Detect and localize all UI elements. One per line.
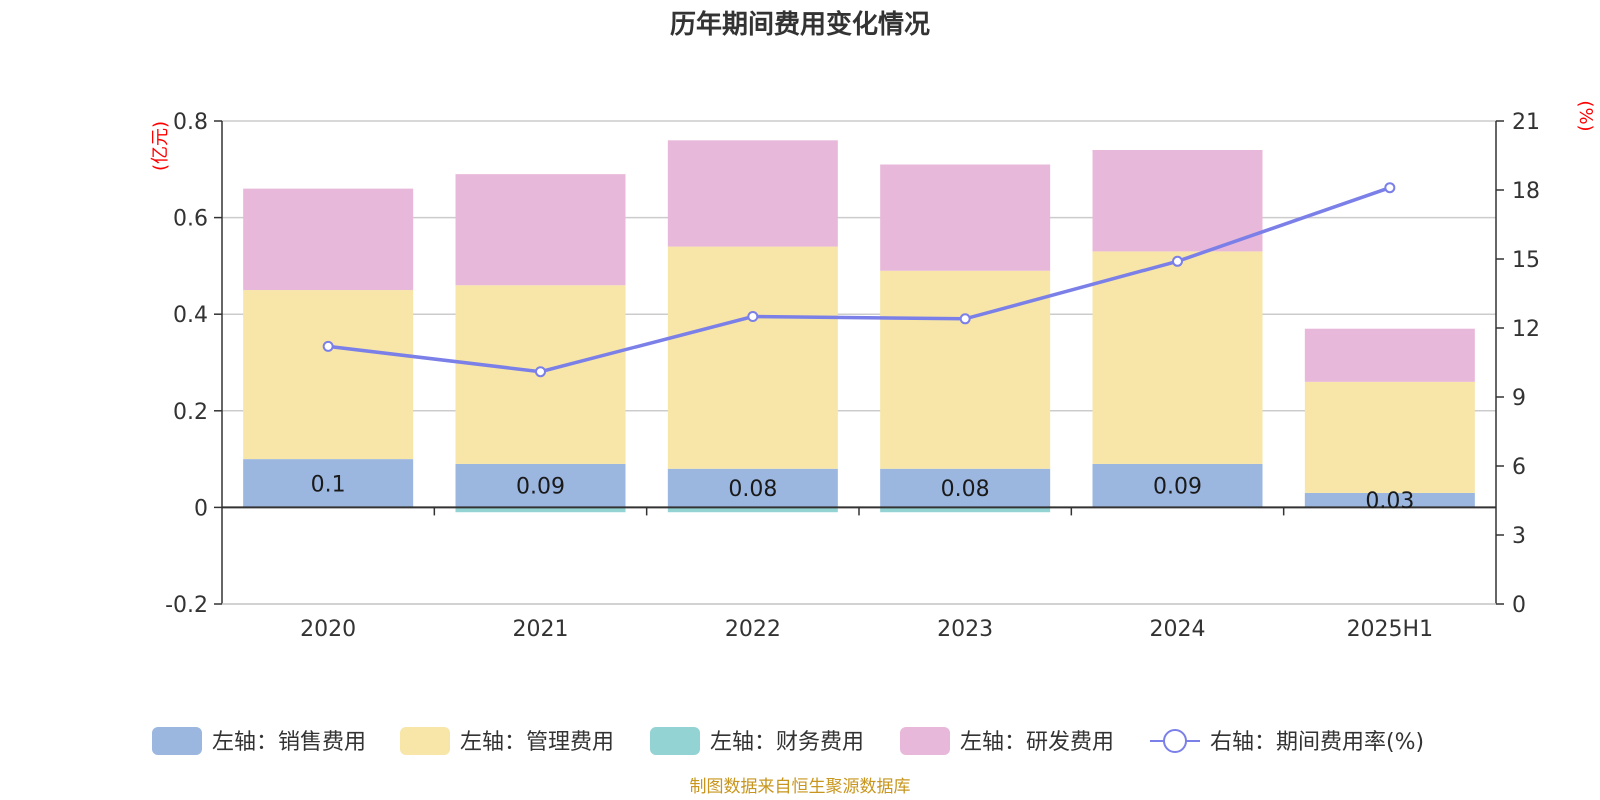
bar-segment bbox=[1092, 149, 1263, 252]
legend-label: 右轴：期间费用率(%) bbox=[1210, 730, 1424, 755]
bar-segment bbox=[1304, 381, 1475, 493]
x-axis-label: 2022 bbox=[725, 617, 781, 642]
right-axis-tick-label: 0 bbox=[1512, 593, 1526, 618]
rate-line-path bbox=[327, 186, 1391, 374]
rate-line-point bbox=[1384, 182, 1396, 194]
data-label: 0.03 bbox=[1365, 489, 1414, 514]
legend-label: 左轴：销售费用 bbox=[212, 730, 366, 755]
left-axis-tick-label: 0.8 bbox=[173, 110, 208, 135]
right-axis-unit: (%) bbox=[1575, 100, 1596, 131]
legend-circle-icon bbox=[1163, 729, 1187, 753]
legend-label: 左轴：财务费用 bbox=[710, 730, 864, 755]
bar-segment bbox=[667, 246, 838, 469]
right-axis-tick-label: 18 bbox=[1512, 179, 1540, 204]
bar-segment bbox=[880, 270, 1051, 469]
legend-item[interactable]: 左轴：研发费用 bbox=[900, 727, 1114, 755]
right-axis-tick-label: 21 bbox=[1512, 110, 1540, 135]
bar-segment bbox=[455, 174, 626, 286]
x-axis-label: 2021 bbox=[513, 617, 569, 642]
bar-segment bbox=[880, 164, 1051, 271]
rate-line-point bbox=[1172, 255, 1183, 267]
axes: -0.2 0 0.2 0.4 0.6 0.8 0 3 6 9 12 15 18 21 2020 2021 202… bbox=[165, 110, 1540, 642]
bar-segment bbox=[1304, 328, 1475, 382]
legend-label: 左轴：研发费用 bbox=[960, 730, 1114, 755]
rate-line bbox=[322, 182, 1396, 378]
bar-segment bbox=[667, 468, 838, 508]
legend-label: 左轴：管理费用 bbox=[460, 730, 614, 755]
left-axis-tick-label: 0.4 bbox=[173, 303, 208, 328]
legend-item[interactable]: 左轴：销售费用 bbox=[152, 727, 366, 755]
x-axis-label: 2025H1 bbox=[1347, 617, 1434, 642]
left-axis-tick-label: -0.2 bbox=[165, 593, 208, 618]
right-axis-tick-label: 3 bbox=[1512, 524, 1526, 549]
bar-segment bbox=[1304, 492, 1475, 508]
bar-segment bbox=[243, 188, 414, 291]
left-axis-tick-label: 0.2 bbox=[173, 400, 208, 425]
legend-swatch bbox=[400, 727, 450, 755]
bars bbox=[243, 140, 1475, 513]
data-label: 0.09 bbox=[516, 475, 565, 500]
data-label: 0.1 bbox=[311, 472, 346, 497]
legend-swatch bbox=[152, 727, 202, 755]
x-axis-label: 2023 bbox=[937, 617, 993, 642]
data-label: 0.08 bbox=[941, 477, 990, 502]
legend-item[interactable]: 左轴：财务费用 bbox=[650, 727, 864, 755]
rate-line-point bbox=[959, 313, 971, 325]
bar-labels: 0.1 0.09 0.08 0.08 0.09 0.03 bbox=[311, 472, 1415, 514]
x-axis-label: 2020 bbox=[300, 617, 356, 642]
bar-segment bbox=[1092, 463, 1263, 508]
bar-segment bbox=[243, 290, 414, 460]
rate-line-point bbox=[535, 366, 546, 378]
bar-segment bbox=[455, 507, 626, 513]
bar-segment bbox=[1092, 251, 1263, 464]
left-axis-tick-label: 0.6 bbox=[173, 207, 208, 232]
bar-segment bbox=[667, 140, 838, 247]
bar-segment bbox=[455, 463, 626, 508]
left-axis-unit: (亿元) bbox=[150, 121, 171, 171]
x-axis-label: 2024 bbox=[1150, 617, 1206, 642]
right-axis-tick-label: 15 bbox=[1512, 248, 1540, 273]
legend-swatch bbox=[650, 727, 700, 755]
data-label: 0.08 bbox=[728, 477, 777, 502]
bar-segment bbox=[880, 507, 1051, 513]
right-axis-tick-label: 6 bbox=[1512, 455, 1526, 480]
rate-line-point bbox=[747, 311, 759, 322]
chart-title: 历年期间费用变化情况 bbox=[670, 9, 930, 40]
right-axis-tick-label: 9 bbox=[1512, 386, 1526, 411]
right-axis-tick-label: 12 bbox=[1512, 317, 1540, 342]
rate-line-point bbox=[322, 340, 334, 352]
legend[interactable]: 左轴：销售费用 左轴：管理费用 左轴：财务费用 左轴：研发费用 右轴：期间费用率(%) bbox=[152, 727, 1424, 755]
legend-item[interactable]: 左轴：管理费用 bbox=[400, 727, 614, 755]
data-label: 0.09 bbox=[1153, 475, 1202, 500]
bar-segment bbox=[880, 468, 1051, 508]
bar-segment bbox=[667, 507, 838, 513]
legend-swatch bbox=[900, 727, 950, 755]
data-source-note: 制图数据来自恒生聚源数据库 bbox=[690, 777, 911, 797]
bar-segment bbox=[243, 459, 414, 508]
legend-item[interactable]: 右轴：期间费用率(%) bbox=[1150, 729, 1424, 755]
left-axis-tick-label: 0 bbox=[194, 496, 208, 521]
